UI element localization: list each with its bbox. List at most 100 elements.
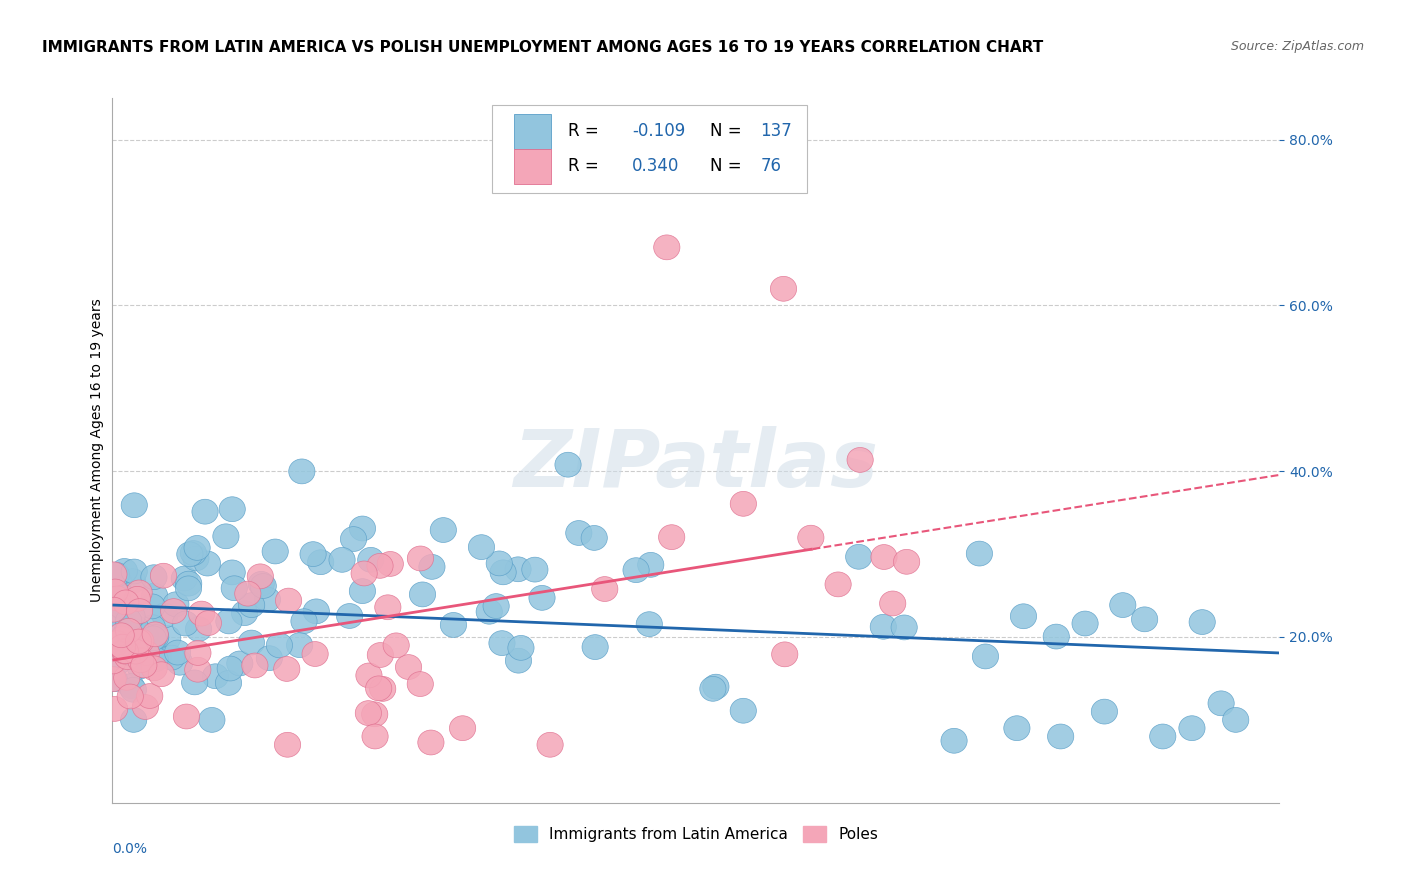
Ellipse shape	[356, 700, 381, 725]
Ellipse shape	[117, 684, 143, 709]
Ellipse shape	[1091, 699, 1118, 724]
Ellipse shape	[1132, 607, 1157, 632]
Ellipse shape	[1043, 624, 1070, 649]
Legend: Immigrants from Latin America, Poles: Immigrants from Latin America, Poles	[508, 820, 884, 848]
Ellipse shape	[367, 553, 394, 578]
Text: R =: R =	[568, 122, 599, 140]
Ellipse shape	[103, 588, 129, 613]
Ellipse shape	[1011, 604, 1036, 629]
Ellipse shape	[1004, 715, 1031, 740]
Ellipse shape	[302, 641, 328, 666]
Ellipse shape	[105, 649, 131, 674]
Ellipse shape	[262, 539, 288, 564]
Ellipse shape	[202, 664, 229, 689]
Ellipse shape	[770, 277, 797, 301]
Ellipse shape	[555, 452, 581, 477]
Ellipse shape	[893, 549, 920, 574]
Ellipse shape	[377, 551, 404, 576]
Ellipse shape	[505, 648, 531, 673]
Ellipse shape	[112, 590, 139, 615]
Ellipse shape	[221, 576, 247, 600]
Ellipse shape	[150, 563, 177, 588]
Ellipse shape	[357, 548, 384, 573]
Ellipse shape	[1047, 724, 1074, 749]
Ellipse shape	[242, 653, 269, 678]
Ellipse shape	[141, 656, 167, 681]
Ellipse shape	[382, 633, 409, 657]
Ellipse shape	[219, 497, 245, 522]
Ellipse shape	[172, 566, 197, 591]
Ellipse shape	[825, 572, 851, 597]
Ellipse shape	[101, 632, 127, 657]
Ellipse shape	[114, 645, 141, 670]
Ellipse shape	[654, 235, 681, 260]
Ellipse shape	[105, 610, 132, 635]
Ellipse shape	[891, 615, 917, 640]
Ellipse shape	[658, 524, 685, 549]
Ellipse shape	[110, 595, 135, 620]
Ellipse shape	[623, 558, 650, 582]
Ellipse shape	[111, 640, 138, 664]
Ellipse shape	[1150, 724, 1175, 749]
Ellipse shape	[1109, 592, 1136, 617]
Ellipse shape	[250, 574, 277, 599]
FancyBboxPatch shape	[492, 105, 807, 194]
Ellipse shape	[1208, 691, 1234, 715]
Ellipse shape	[581, 525, 607, 550]
Ellipse shape	[132, 695, 159, 720]
Ellipse shape	[163, 591, 188, 616]
Ellipse shape	[121, 492, 148, 517]
Ellipse shape	[122, 640, 149, 664]
Ellipse shape	[128, 648, 153, 673]
Ellipse shape	[177, 541, 202, 566]
Ellipse shape	[127, 654, 153, 679]
Ellipse shape	[287, 632, 312, 657]
Ellipse shape	[108, 623, 135, 648]
Ellipse shape	[191, 500, 218, 524]
Ellipse shape	[152, 603, 179, 628]
Ellipse shape	[565, 521, 592, 545]
Ellipse shape	[141, 626, 166, 651]
Ellipse shape	[409, 582, 436, 607]
Ellipse shape	[167, 650, 193, 675]
Ellipse shape	[340, 526, 367, 551]
Ellipse shape	[730, 491, 756, 516]
Ellipse shape	[155, 625, 181, 650]
FancyBboxPatch shape	[515, 113, 551, 149]
Text: 137: 137	[761, 122, 792, 140]
Ellipse shape	[450, 715, 475, 740]
Ellipse shape	[194, 551, 221, 576]
Ellipse shape	[114, 594, 141, 618]
Ellipse shape	[122, 615, 149, 640]
Ellipse shape	[430, 517, 457, 542]
Ellipse shape	[418, 730, 444, 755]
Ellipse shape	[118, 673, 143, 698]
Ellipse shape	[176, 576, 201, 601]
Ellipse shape	[101, 667, 128, 691]
Ellipse shape	[184, 535, 211, 560]
Ellipse shape	[120, 568, 146, 593]
Ellipse shape	[103, 632, 129, 657]
Ellipse shape	[121, 707, 146, 732]
Ellipse shape	[101, 598, 127, 622]
Ellipse shape	[484, 594, 509, 618]
Ellipse shape	[148, 662, 174, 687]
Ellipse shape	[349, 579, 375, 604]
Ellipse shape	[772, 642, 797, 667]
Ellipse shape	[215, 609, 242, 634]
Ellipse shape	[308, 549, 333, 574]
Text: N =: N =	[710, 122, 741, 140]
Ellipse shape	[110, 630, 136, 654]
Ellipse shape	[636, 612, 662, 637]
Ellipse shape	[215, 671, 242, 696]
Ellipse shape	[254, 587, 281, 612]
Ellipse shape	[145, 645, 172, 669]
Ellipse shape	[101, 697, 128, 722]
Ellipse shape	[592, 576, 617, 601]
Text: IMMIGRANTS FROM LATIN AMERICA VS POLISH UNEMPLOYMENT AMONG AGES 16 TO 19 YEARS C: IMMIGRANTS FROM LATIN AMERICA VS POLISH …	[42, 40, 1043, 55]
Ellipse shape	[103, 579, 128, 604]
Ellipse shape	[440, 613, 467, 638]
Ellipse shape	[973, 644, 998, 669]
Ellipse shape	[336, 604, 363, 629]
Ellipse shape	[120, 604, 145, 629]
